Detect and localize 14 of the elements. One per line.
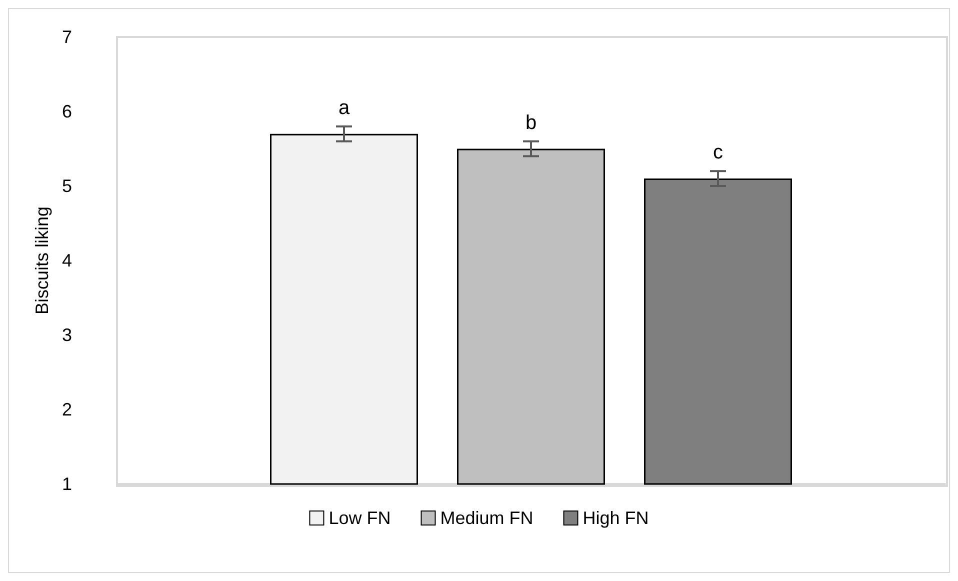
y-tick-label: 7 [62, 27, 72, 47]
data-label: b [525, 112, 537, 134]
legend-label: Low FN [328, 508, 391, 528]
y-axis-title: Biscuits liking [32, 206, 52, 315]
y-tick-label: 5 [62, 176, 72, 196]
y-tick-label: 3 [62, 325, 72, 345]
y-tick-label: 1 [62, 474, 72, 494]
y-tick-label: 4 [62, 250, 72, 270]
y-tick-label: 2 [62, 400, 72, 420]
legend-label: Medium FN [440, 508, 534, 528]
data-label: c [713, 142, 723, 164]
data-label: a [338, 96, 350, 119]
y-tick-label: 6 [62, 102, 72, 122]
legend-label: High FN [582, 508, 649, 528]
